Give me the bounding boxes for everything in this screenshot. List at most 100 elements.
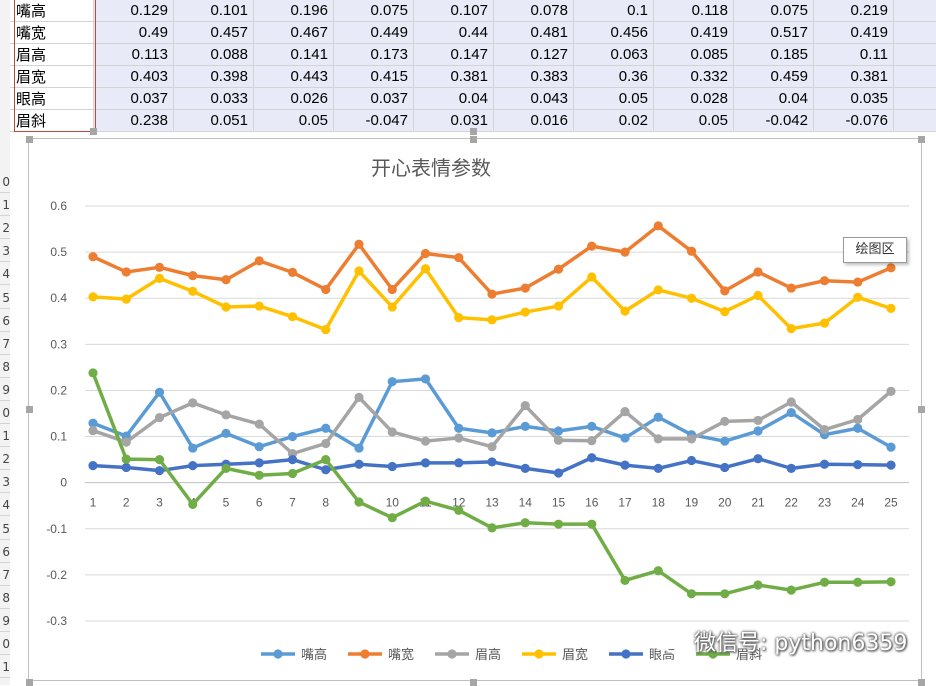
- data-point[interactable]: [686, 589, 697, 599]
- data-point[interactable]: [454, 312, 464, 323]
- row-header[interactable]: 6: [0, 541, 10, 563]
- data-point[interactable]: [520, 463, 530, 473]
- data-point[interactable]: [420, 436, 431, 446]
- row-label-cell[interactable]: 嘴高: [10, 0, 94, 22]
- data-point[interactable]: [819, 577, 830, 587]
- data-point[interactable]: [88, 252, 98, 262]
- data-point[interactable]: [354, 239, 364, 249]
- value-cell[interactable]: 0.016: [494, 110, 574, 132]
- data-point[interactable]: [121, 267, 131, 277]
- data-point[interactable]: [287, 312, 298, 322]
- value-cell[interactable]: 0.129: [94, 0, 174, 22]
- value-cell[interactable]: 0.49: [94, 22, 174, 44]
- data-point[interactable]: [553, 301, 564, 311]
- data-point[interactable]: [321, 284, 331, 295]
- data-point[interactable]: [454, 423, 464, 433]
- value-cell[interactable]: 0.147: [414, 44, 494, 66]
- value-cell[interactable]: 0.04: [734, 88, 814, 110]
- value-cell[interactable]: 0.173: [334, 44, 414, 66]
- data-point[interactable]: [620, 433, 630, 443]
- data-point[interactable]: [553, 519, 564, 529]
- value-cell[interactable]: 0.383: [494, 66, 574, 88]
- data-point[interactable]: [786, 397, 796, 407]
- value-cell[interactable]: 0.419: [654, 22, 734, 44]
- value-cell[interactable]: 0.196: [254, 0, 334, 22]
- data-point[interactable]: [321, 465, 331, 475]
- data-point[interactable]: [587, 436, 597, 446]
- row-header[interactable]: 4: [0, 494, 10, 517]
- data-point[interactable]: [886, 460, 896, 470]
- data-point[interactable]: [454, 253, 464, 263]
- data-point[interactable]: [188, 398, 198, 408]
- row-header[interactable]: 3: [0, 471, 10, 494]
- value-cell[interactable]: 0.078: [494, 0, 574, 22]
- data-point[interactable]: [88, 425, 98, 436]
- data-point[interactable]: [387, 513, 397, 523]
- row-label-cell[interactable]: 眉宽: [10, 66, 94, 88]
- data-point[interactable]: [819, 318, 830, 328]
- value-cell[interactable]: 0.415: [334, 66, 414, 88]
- data-point[interactable]: [287, 431, 298, 442]
- row-header[interactable]: 7: [0, 333, 10, 355]
- value-cell[interactable]: 0.05: [654, 110, 734, 132]
- data-point[interactable]: [653, 434, 663, 444]
- data-point[interactable]: [154, 455, 165, 465]
- row-header[interactable]: 8: [0, 356, 10, 378]
- value-cell[interactable]: 0.456: [574, 22, 654, 44]
- data-point[interactable]: [520, 307, 530, 317]
- data-point[interactable]: [553, 426, 564, 436]
- data-point[interactable]: [653, 566, 663, 576]
- value-cell[interactable]: 0.075: [334, 0, 414, 22]
- legend-label[interactable]: 眉宽: [562, 647, 588, 663]
- value-cell[interactable]: 0.101: [174, 0, 254, 22]
- resize-handle[interactable]: [90, 128, 97, 135]
- value-cell[interactable]: 0.088: [174, 44, 254, 66]
- data-point[interactable]: [720, 589, 730, 599]
- data-point[interactable]: [720, 416, 730, 426]
- row-label-cell[interactable]: 眉斜: [10, 110, 94, 132]
- chart-title[interactable]: 开心表情参数: [371, 156, 491, 180]
- row-header[interactable]: 8: [0, 587, 10, 609]
- data-point[interactable]: [587, 519, 597, 529]
- value-cell[interactable]: 0.037: [94, 88, 174, 110]
- data-point[interactable]: [121, 437, 131, 447]
- data-point[interactable]: [121, 294, 131, 304]
- data-point[interactable]: [653, 285, 663, 295]
- data-point[interactable]: [321, 455, 331, 465]
- value-cell[interactable]: 0.118: [654, 0, 734, 22]
- data-point[interactable]: [587, 421, 597, 432]
- data-point[interactable]: [686, 293, 697, 303]
- data-point[interactable]: [121, 454, 131, 464]
- data-point[interactable]: [387, 284, 397, 295]
- data-point[interactable]: [886, 303, 896, 313]
- data-point[interactable]: [853, 414, 863, 425]
- row-header[interactable]: 2: [0, 448, 10, 471]
- data-point[interactable]: [254, 301, 264, 311]
- data-point[interactable]: [188, 461, 198, 471]
- data-point[interactable]: [587, 453, 597, 463]
- value-cell[interactable]: 0.381: [814, 66, 894, 88]
- row-header[interactable]: 9: [0, 379, 10, 401]
- resize-handle[interactable]: [470, 136, 477, 143]
- legend-label[interactable]: 眉斜: [736, 648, 762, 663]
- data-point[interactable]: [786, 585, 796, 595]
- value-cell[interactable]: 0: [894, 0, 936, 22]
- value-cell[interactable]: 0.05: [574, 88, 654, 110]
- value-cell[interactable]: 0.031: [414, 110, 494, 132]
- data-point[interactable]: [321, 423, 331, 433]
- data-point[interactable]: [221, 428, 231, 438]
- data-point[interactable]: [254, 256, 264, 266]
- row-header[interactable]: 0: [0, 633, 10, 655]
- data-point[interactable]: [819, 276, 830, 286]
- value-cell[interactable]: 0.481: [494, 22, 574, 44]
- data-point[interactable]: [686, 246, 697, 256]
- data-point[interactable]: [653, 221, 663, 231]
- data-point[interactable]: [853, 292, 863, 302]
- data-point[interactable]: [720, 436, 730, 446]
- data-point[interactable]: [686, 434, 697, 444]
- legend-label[interactable]: 嘴高: [301, 647, 327, 663]
- data-point[interactable]: [387, 461, 397, 472]
- data-point[interactable]: [620, 247, 630, 257]
- resize-handle[interactable]: [918, 679, 925, 686]
- spreadsheet-grid[interactable]: 嘴高 0.129 0.101 0.196 0.075 0.107 0.078 0.1 0.118…: [10, 0, 936, 132]
